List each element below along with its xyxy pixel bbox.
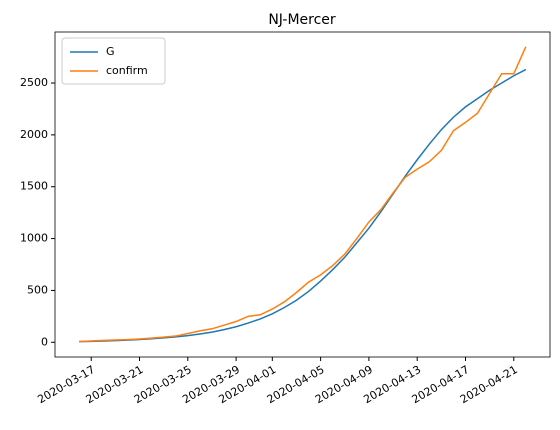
y-tick-label: 2000 <box>20 128 48 141</box>
legend-label: G <box>106 45 115 58</box>
y-tick-label: 1500 <box>20 180 48 193</box>
y-tick-label: 1000 <box>20 232 48 245</box>
axes-frame <box>54 31 551 358</box>
y-tick-label: 0 <box>41 335 48 348</box>
legend-label: confirm <box>106 64 148 77</box>
y-tick-label: 2500 <box>20 76 48 89</box>
line-series <box>79 46 527 343</box>
line-series <box>79 68 527 343</box>
y-tick-label: 500 <box>27 283 48 296</box>
legend-box <box>61 37 166 85</box>
chart-title: NJ-Mercer <box>268 12 336 28</box>
